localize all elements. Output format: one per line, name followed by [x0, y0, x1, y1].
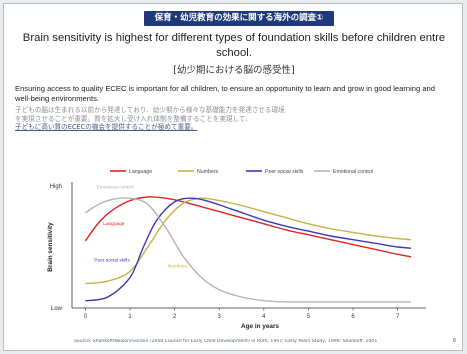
y-axis-label: Brain sensitivity — [47, 222, 54, 272]
series-annotation: Peer social skills — [94, 258, 130, 264]
series-line — [85, 197, 412, 302]
y-tick-label: Low — [51, 306, 63, 312]
x-tick-label: 5 — [307, 314, 311, 320]
x-tick-label: 1 — [128, 314, 132, 320]
series-line — [85, 197, 412, 303]
x-tick-label: 2 — [173, 314, 177, 320]
jp-paragraph: 子どもの脳は生まれる以前から発達しており、幼少期から様々な基礎能力を発達させる環… — [15, 106, 451, 132]
series-annotation: Numbers — [168, 264, 188, 270]
x-tick-label: 4 — [262, 314, 266, 320]
series-line — [85, 197, 412, 285]
slide-subtitle: [幼少期における脳の感受性] — [173, 65, 295, 76]
slide-banner: 保育・幼児教育の効果に関する海外の調査① — [144, 11, 334, 26]
jp-line: 子どもの脳は生まれる以前から発達しており、幼少期から様々な基礎能力を発達させる環… — [15, 106, 285, 114]
series-annotation: Emotional control — [97, 184, 134, 190]
legend-label: Peer social skills — [265, 169, 304, 175]
series-annotation: Language — [103, 221, 125, 227]
slide-title: Brain sensitivity is highest for differe… — [22, 32, 446, 59]
x-tick-label: 3 — [218, 314, 222, 320]
jp-line-emphasis: 子どもに高い質のECECの機会を提供することが極めて重要。 — [15, 123, 198, 132]
x-tick-label: 0 — [84, 314, 88, 320]
x-axis-label: Age in years — [241, 323, 279, 330]
x-tick-label: 6 — [351, 314, 355, 320]
jp-line: を実現させることが重要。質を拡大し受け入れ体制を整備することを実現して、 — [15, 114, 252, 123]
source-note: Source: Shonkoff/Nelson/Gordon (2000 Cou… — [74, 339, 378, 344]
x-tick-label: 7 — [396, 314, 400, 320]
page-number: 6 — [452, 338, 456, 344]
legend-label: Language — [129, 169, 152, 175]
legend-label: Numbers — [197, 169, 218, 175]
legend-label: Emotional control — [333, 169, 373, 175]
series-line — [84, 196, 412, 258]
lead-paragraph: Ensuring access to quality ECEC is impor… — [15, 84, 436, 103]
slide: 保育・幼児教育の効果に関する海外の調査① Brain sensitivity i… — [3, 3, 463, 351]
y-tick-label: High — [50, 184, 62, 190]
